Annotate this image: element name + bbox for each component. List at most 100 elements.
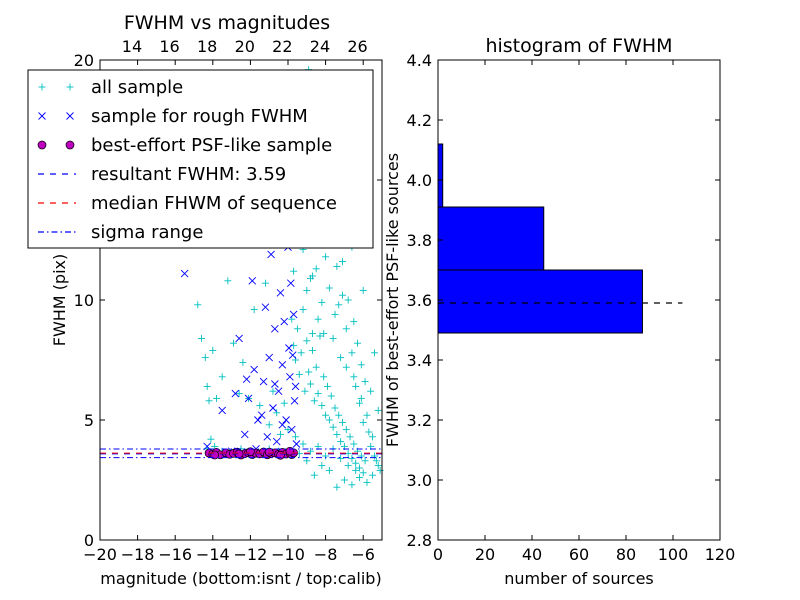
rough-fwhm-point [280, 317, 289, 326]
all-sample-point [337, 454, 345, 462]
y-tick-label: 20 [74, 51, 94, 70]
rough-fwhm-point [287, 425, 296, 434]
legend-entry: best-effort PSF-like sample [37, 135, 332, 156]
x-tick-label: 100 [658, 545, 689, 564]
x-tick-label: −18 [121, 545, 155, 564]
all-sample-point [329, 334, 337, 342]
rough-fwhm-point [235, 334, 243, 343]
all-sample-point [357, 361, 365, 369]
scatter-title: FWHM vs magnitudes [124, 12, 330, 34]
legend-label: sigma range [91, 222, 203, 243]
histogram-bar [437, 143, 444, 208]
y-tick-label: 4.0 [407, 171, 432, 190]
legend-entry: resultant FWHM: 3.59 [38, 164, 286, 185]
all-sample-point [342, 325, 350, 333]
rough-fwhm-point [271, 324, 279, 333]
scatter-ylabel: FWHM (pix) [50, 254, 69, 347]
rough-fwhm-point [240, 430, 249, 439]
all-sample-point [355, 464, 363, 472]
all-sample-point [205, 397, 213, 405]
all-sample-point [310, 471, 318, 479]
all-sample-point [325, 416, 333, 424]
rough-fwhm-point [274, 387, 283, 396]
all-sample-point [363, 478, 371, 486]
rough-fwhm-point [282, 416, 290, 424]
all-sample-point [342, 426, 350, 434]
rough-fwhm-point [265, 353, 274, 362]
series-rough-fwhm [180, 233, 301, 456]
all-sample-point [327, 392, 335, 400]
all-sample-point [301, 387, 309, 395]
x-tick-label: −8 [314, 545, 338, 564]
all-sample-point [261, 279, 269, 287]
all-sample-point [374, 462, 382, 470]
all-sample-point [213, 394, 221, 402]
histogram-ylabel: FWHM of best-effort PSF-like sources [383, 153, 402, 447]
all-sample-point [361, 378, 369, 386]
all-sample-point [369, 471, 377, 479]
scatter-legend: all sample sample for rough FWHM best-effo… [27, 69, 374, 249]
legend-label: resultant FWHM: 3.59 [91, 164, 286, 185]
all-sample-point [203, 382, 211, 390]
all-sample-point [323, 382, 331, 390]
all-sample-point [340, 476, 348, 484]
all-sample-point [370, 452, 378, 460]
all-sample-point [235, 390, 243, 398]
all-sample-point [318, 462, 326, 470]
rough-fwhm-point [248, 276, 257, 285]
all-sample-point [276, 430, 284, 438]
all-sample-point [322, 253, 330, 261]
all-sample-point [305, 368, 313, 376]
all-sample-point [355, 474, 363, 482]
y-tick-label: 10 [74, 291, 94, 310]
y-tick-label: 3.0 [407, 471, 432, 490]
rough-fwhm-point [250, 365, 258, 374]
top-x-tick-label: 20 [235, 37, 255, 56]
all-sample-point [374, 406, 382, 414]
all-sample-point [318, 402, 326, 410]
all-sample-point [357, 452, 365, 460]
all-sample-point [348, 349, 356, 357]
all-sample-point [342, 363, 350, 371]
all-sample-point [372, 457, 380, 465]
legend-marker [38, 83, 46, 91]
rough-fwhm-point [278, 420, 287, 429]
all-sample-point [370, 349, 378, 357]
legend-entry: sigma range [38, 222, 203, 243]
all-sample-point [325, 284, 333, 292]
rough-fwhm-point [242, 375, 251, 384]
rough-fwhm-point [263, 432, 272, 441]
all-sample-point [250, 306, 258, 314]
y-tick-label: 2.8 [407, 531, 432, 550]
all-sample-point [273, 409, 281, 417]
top-x-tick-label: 16 [159, 37, 179, 56]
all-sample-point [316, 332, 324, 340]
rough-fwhm-point [278, 360, 287, 369]
rough-fwhm-point [254, 416, 262, 424]
y-tick-label: 4.2 [407, 111, 432, 130]
all-sample-point [303, 457, 311, 465]
y-tick-label: 3.2 [407, 411, 432, 430]
all-sample-point [359, 286, 367, 294]
x-tick-label: −6 [351, 545, 375, 564]
all-sample-point [269, 387, 277, 395]
legend-label: all sample [91, 77, 183, 98]
histogram-xlabel: number of sources [504, 569, 654, 588]
rough-fwhm-point [261, 303, 270, 312]
all-sample-point [292, 433, 300, 441]
all-sample-point [209, 346, 217, 354]
all-sample-point [293, 325, 301, 333]
legend-label: median FHWM of sequence [91, 193, 337, 214]
all-sample-point [297, 349, 305, 357]
all-sample-point [335, 411, 343, 419]
all-sample-point [280, 399, 288, 407]
legend-marker [65, 140, 75, 150]
scatter-panel: FWHM vs magnitudes −20 −18 −16 −14 −12 −10 −8−… [27, 12, 384, 588]
legend-entry: all sample [38, 77, 183, 98]
rough-fwhm-point [288, 351, 297, 360]
all-sample-point [339, 291, 347, 299]
all-sample-point [333, 430, 341, 438]
all-sample-point [218, 373, 226, 381]
all-sample-point [335, 301, 343, 309]
x-tick-label: 40 [522, 545, 542, 564]
